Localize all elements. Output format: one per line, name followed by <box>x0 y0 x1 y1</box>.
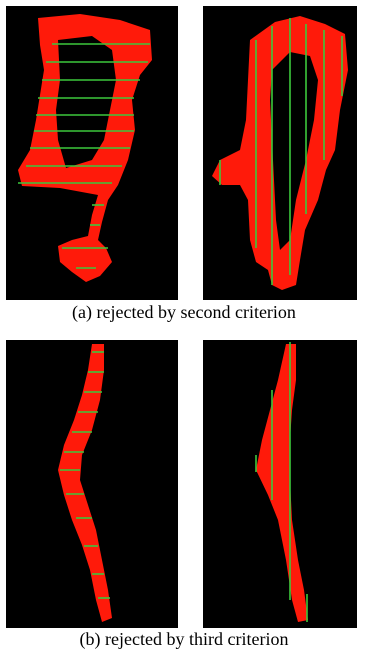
page: (a) rejected by second criterion (b) rej… <box>0 0 369 652</box>
panel-b-right <box>203 340 357 628</box>
caption: (a) rejected by second criterion <box>72 302 296 323</box>
panel-b-left <box>6 340 178 628</box>
panel-a-left <box>6 6 178 300</box>
figure: (a) rejected by second criterion (b) rej… <box>0 0 369 652</box>
panel-a-right <box>203 6 357 300</box>
caption: (b) rejected by third criterion <box>80 629 289 650</box>
